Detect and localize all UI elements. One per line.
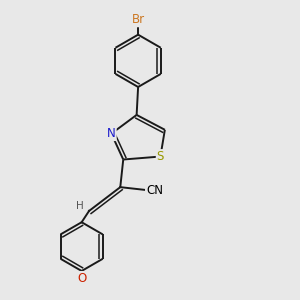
Text: S: S bbox=[157, 150, 164, 163]
Text: Br: Br bbox=[131, 13, 145, 26]
Text: O: O bbox=[77, 272, 86, 285]
Text: H: H bbox=[76, 201, 83, 211]
Text: N: N bbox=[107, 127, 116, 140]
Text: CN: CN bbox=[146, 184, 163, 196]
